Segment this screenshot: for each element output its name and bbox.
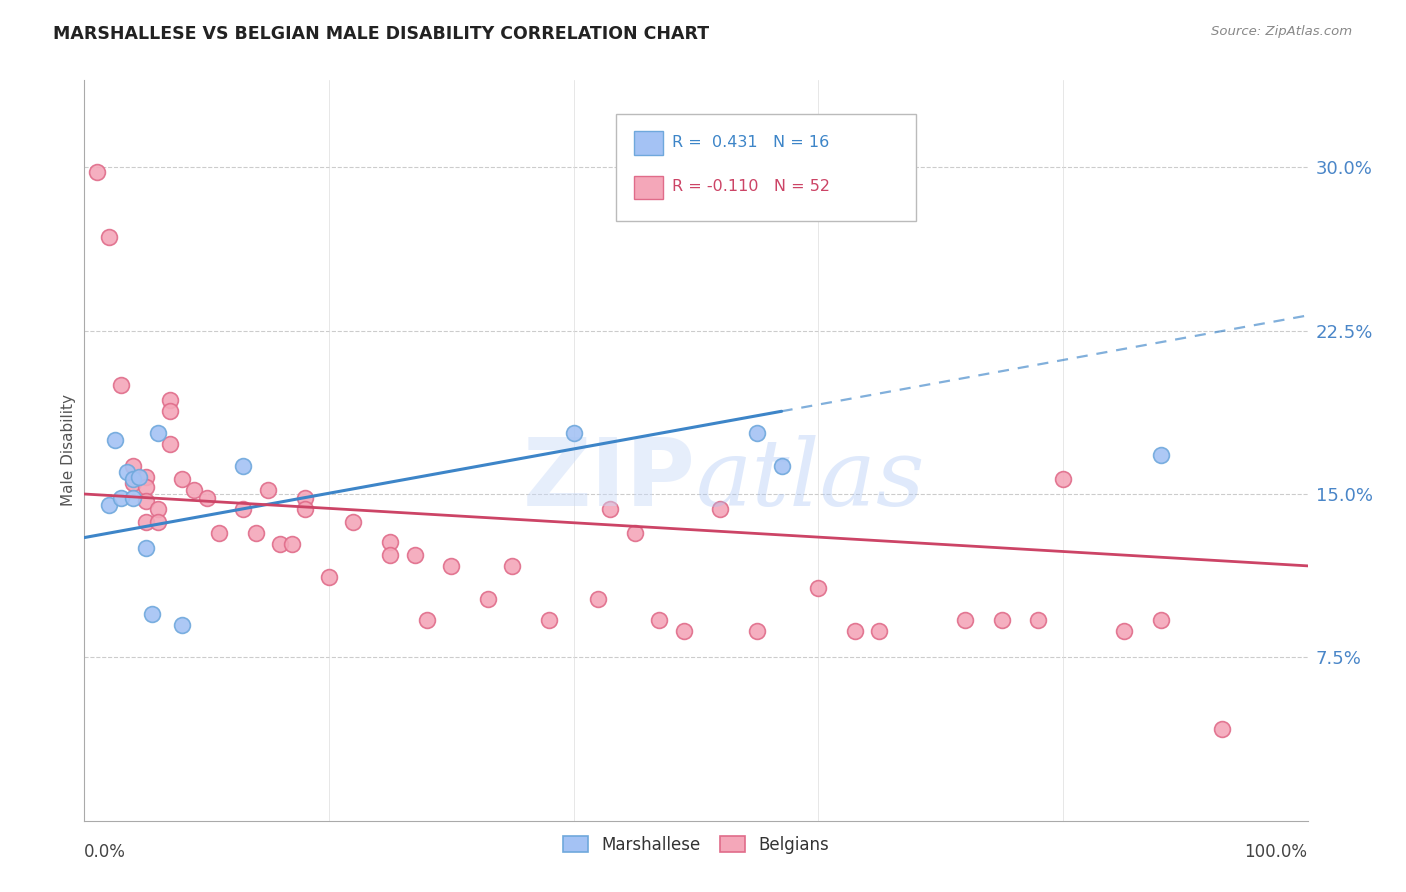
- Point: [709, 502, 731, 516]
- Point: [770, 458, 793, 473]
- Point: [110, 378, 132, 392]
- Point: [747, 425, 769, 440]
- Point: [477, 591, 499, 606]
- Text: R = -0.110   N = 52: R = -0.110 N = 52: [672, 179, 830, 194]
- Point: [115, 465, 138, 479]
- Point: [122, 458, 145, 473]
- Point: [122, 476, 145, 491]
- Point: [135, 541, 157, 556]
- Point: [104, 433, 127, 447]
- Text: ZIP: ZIP: [523, 434, 696, 526]
- Point: [380, 535, 402, 549]
- Text: 100.0%: 100.0%: [1244, 843, 1308, 861]
- Point: [146, 516, 169, 530]
- Point: [135, 469, 157, 483]
- Point: [624, 526, 647, 541]
- Point: [128, 469, 150, 483]
- Text: 0.0%: 0.0%: [84, 843, 127, 861]
- Point: [159, 404, 181, 418]
- FancyBboxPatch shape: [616, 113, 917, 221]
- Point: [1150, 448, 1173, 462]
- Point: [135, 493, 157, 508]
- Point: [245, 526, 267, 541]
- Text: R =  0.431   N = 16: R = 0.431 N = 16: [672, 135, 828, 150]
- Point: [281, 537, 304, 551]
- Point: [844, 624, 866, 639]
- Point: [146, 425, 169, 440]
- Point: [502, 558, 524, 573]
- Point: [747, 624, 769, 639]
- Point: [208, 526, 231, 541]
- Point: [172, 472, 194, 486]
- Point: [97, 230, 120, 244]
- Point: [318, 570, 340, 584]
- Point: [159, 393, 181, 408]
- Point: [146, 502, 169, 516]
- Point: [257, 483, 280, 497]
- Point: [294, 502, 316, 516]
- Point: [172, 617, 194, 632]
- Text: atlas: atlas: [696, 435, 925, 525]
- Point: [110, 491, 132, 506]
- Point: [807, 581, 830, 595]
- Y-axis label: Male Disability: Male Disability: [60, 394, 76, 507]
- Point: [1052, 472, 1074, 486]
- Point: [135, 481, 157, 495]
- Point: [869, 624, 891, 639]
- Point: [294, 491, 316, 506]
- Point: [599, 502, 621, 516]
- Point: [195, 491, 218, 506]
- Point: [1150, 613, 1173, 627]
- Legend: Marshallese, Belgians: Marshallese, Belgians: [555, 829, 837, 861]
- Point: [404, 548, 426, 562]
- FancyBboxPatch shape: [634, 176, 664, 200]
- Point: [562, 425, 585, 440]
- Point: [416, 613, 439, 627]
- Point: [159, 437, 181, 451]
- Point: [538, 613, 561, 627]
- Point: [122, 491, 145, 506]
- Point: [953, 613, 976, 627]
- Point: [586, 591, 609, 606]
- Text: Source: ZipAtlas.com: Source: ZipAtlas.com: [1212, 25, 1353, 38]
- Point: [183, 483, 205, 497]
- Point: [122, 472, 145, 486]
- Point: [232, 458, 254, 473]
- Point: [97, 498, 120, 512]
- Point: [141, 607, 163, 621]
- Point: [380, 548, 402, 562]
- Point: [672, 624, 695, 639]
- Point: [440, 558, 463, 573]
- Point: [342, 516, 364, 530]
- Point: [86, 165, 108, 179]
- Point: [232, 502, 254, 516]
- Point: [1028, 613, 1050, 627]
- Point: [1211, 722, 1233, 736]
- Point: [1114, 624, 1136, 639]
- Point: [135, 516, 157, 530]
- Point: [648, 613, 671, 627]
- FancyBboxPatch shape: [634, 131, 664, 155]
- Text: MARSHALLESE VS BELGIAN MALE DISABILITY CORRELATION CHART: MARSHALLESE VS BELGIAN MALE DISABILITY C…: [53, 25, 710, 43]
- Point: [269, 537, 291, 551]
- Point: [991, 613, 1014, 627]
